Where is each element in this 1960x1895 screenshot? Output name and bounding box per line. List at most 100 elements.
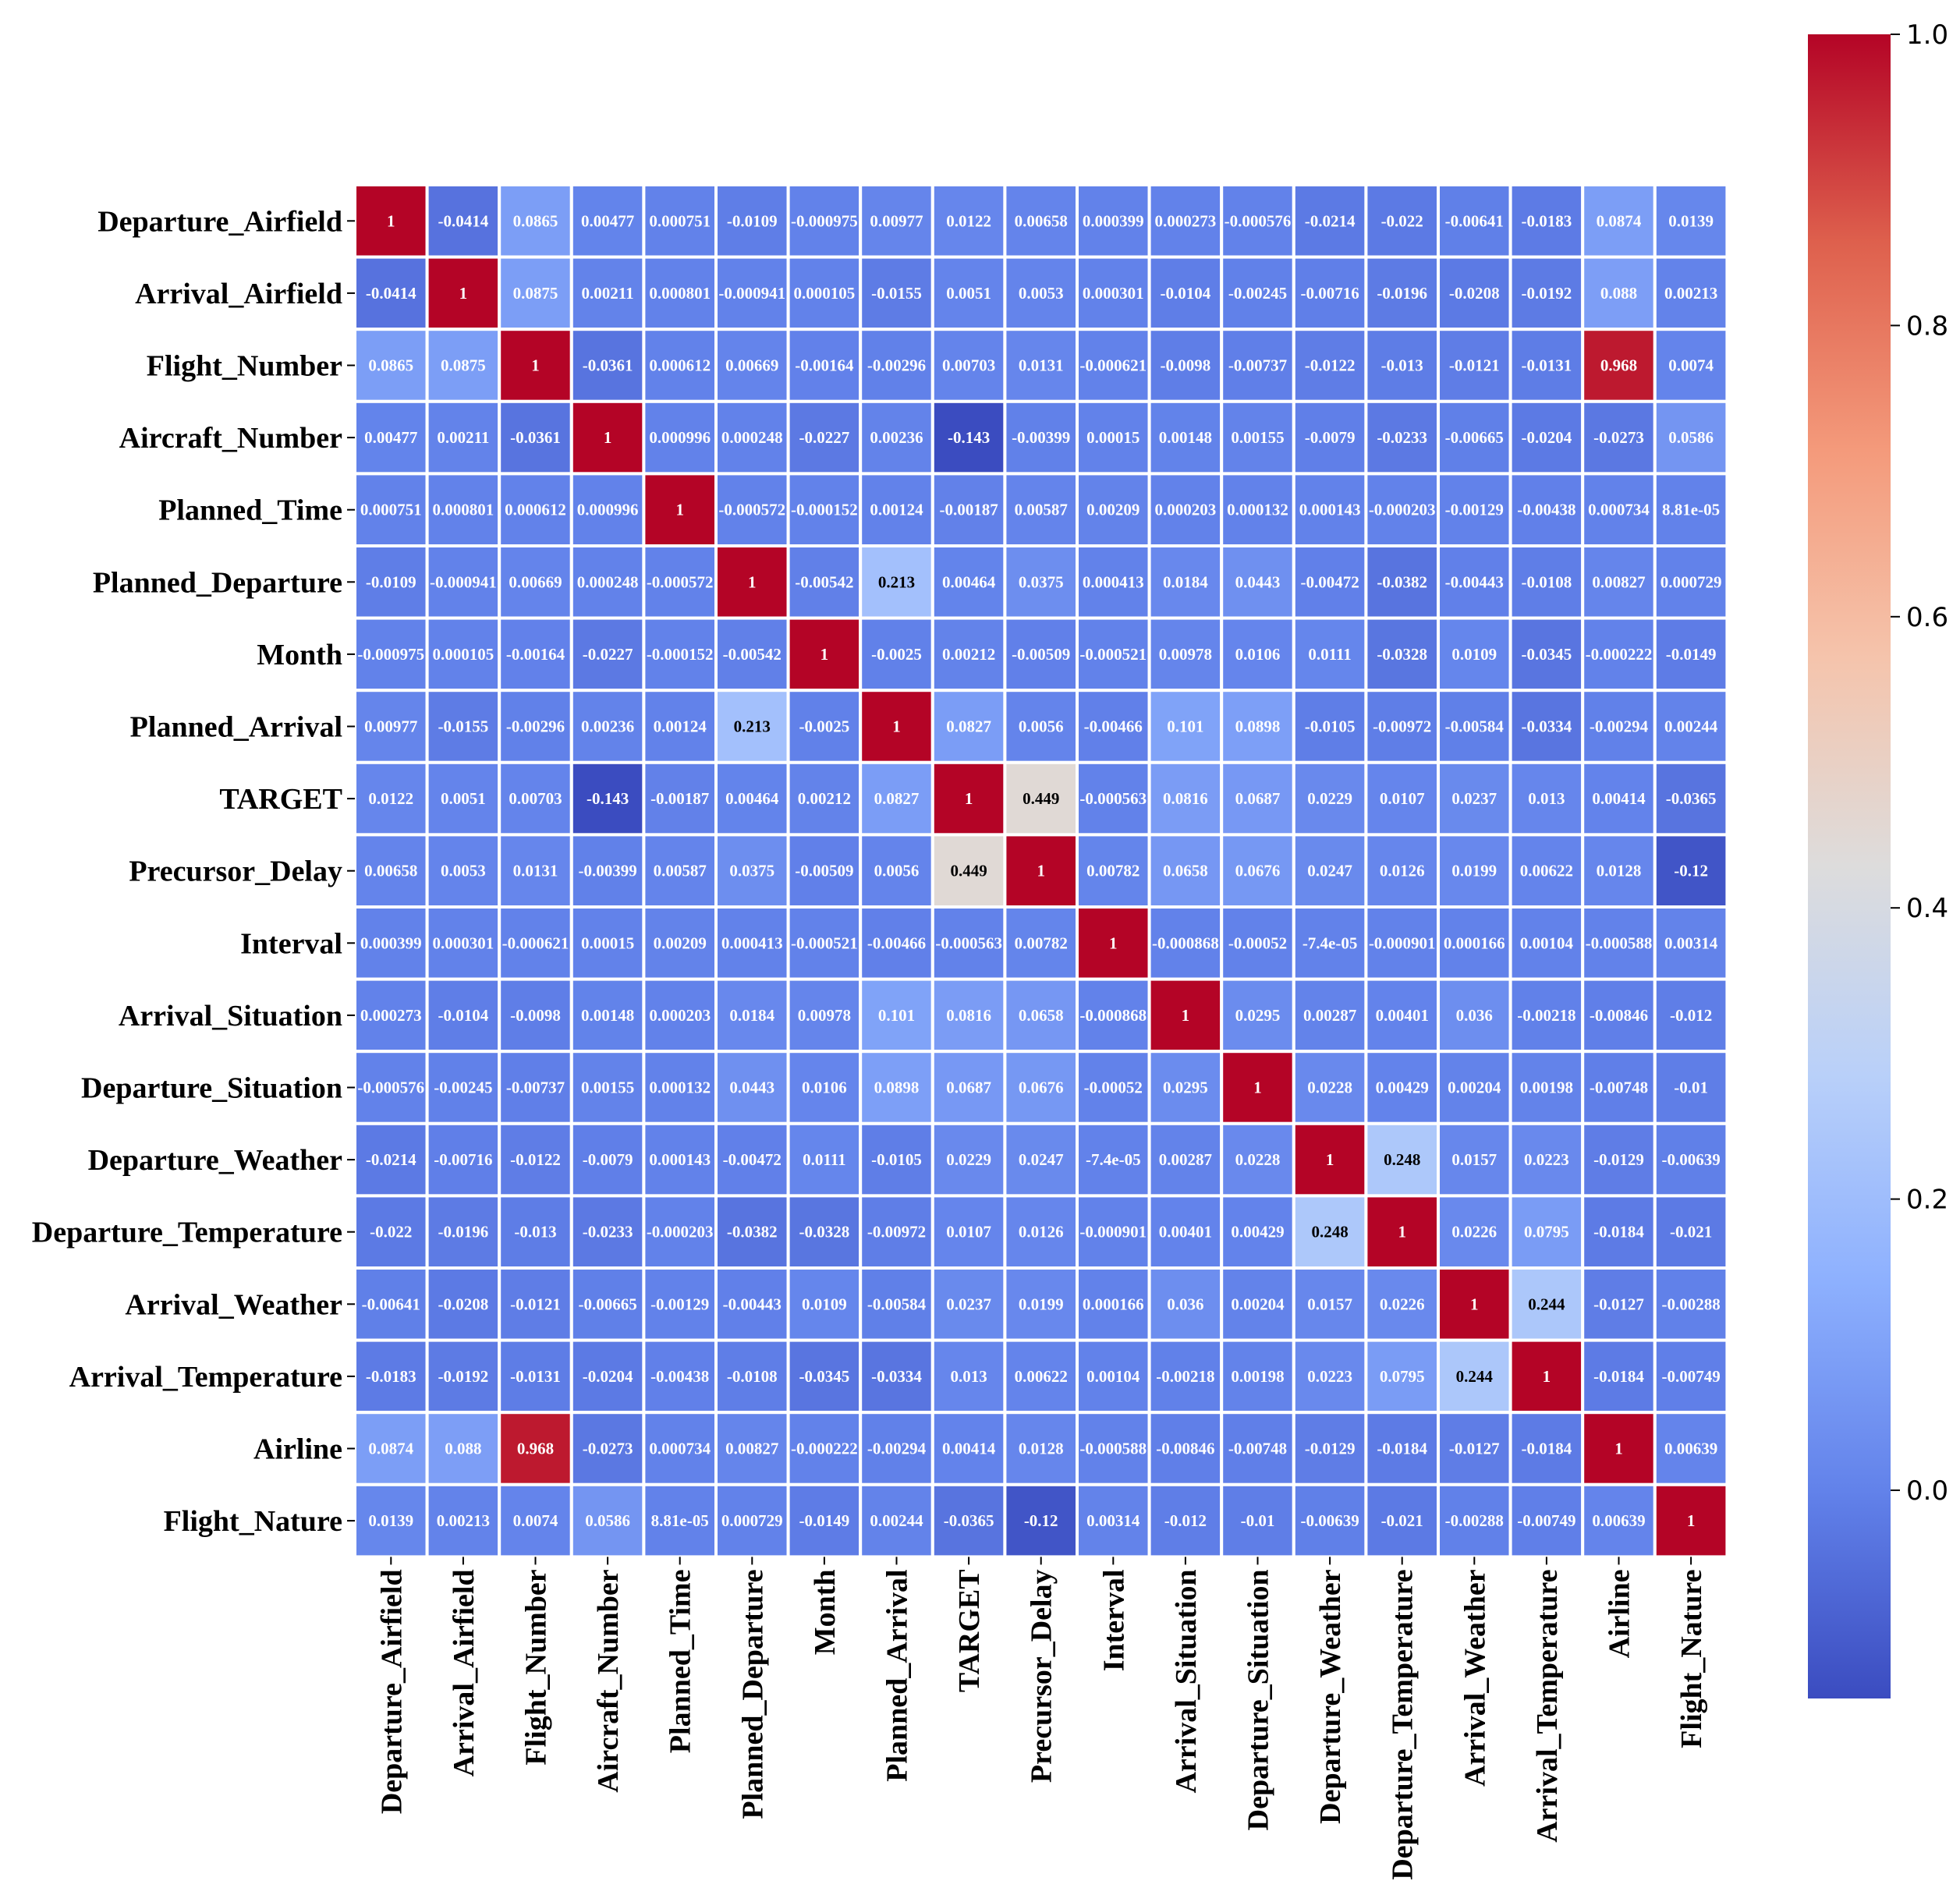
cell-value-label: 1: [459, 284, 468, 303]
heatmap-cell: [1437, 689, 1512, 764]
cell-value-label: -0.0184: [1593, 1367, 1644, 1386]
row-label: Departure_Situation: [81, 1072, 342, 1105]
heatmap-cell: [786, 399, 863, 476]
cell-value-label: 0.101: [878, 1006, 915, 1025]
cell-value-label: 1: [1398, 1223, 1406, 1241]
cell-value-label: -0.00296: [506, 717, 565, 736]
cell-value-label: 0.0074: [513, 1511, 558, 1530]
heatmap-cell: [1292, 1121, 1368, 1198]
cell-value-label: -0.0365: [944, 1511, 994, 1530]
cell-value-label: 0.00236: [581, 717, 634, 736]
column-label: Departure_Temperature: [1387, 1569, 1419, 1879]
cell-value-label: 0.00209: [654, 933, 707, 952]
row-label: Precursor_Delay: [129, 855, 342, 888]
cell-value-label: 0.0229: [1307, 789, 1352, 808]
heatmap-cell: [498, 760, 573, 837]
heatmap-cell: [353, 905, 429, 981]
cell-value-label: -0.00509: [795, 862, 853, 880]
cell-value-label: -0.00438: [650, 1367, 709, 1386]
cell-value-label: -0.0129: [1305, 1440, 1356, 1458]
heatmap-cell: [569, 1121, 646, 1198]
cell-value-label: -0.000588: [1586, 933, 1653, 952]
cell-value-label: 0.000413: [1083, 572, 1144, 591]
heatmap-cell: [1147, 616, 1224, 692]
heatmap-cell: [1147, 1266, 1224, 1342]
heatmap-cell: [1653, 1338, 1729, 1415]
cell-value-label: -0.00187: [939, 501, 998, 519]
heatmap-cell: [1076, 472, 1151, 548]
cell-value-label: 0.0184: [729, 1006, 774, 1025]
heatmap-cell: [425, 977, 502, 1054]
heatmap-cell: [859, 183, 934, 259]
cell-value-label: -0.0345: [1522, 645, 1572, 664]
cell-value-label: 0.000273: [360, 1006, 422, 1025]
colorbar-ticks: 0.0 0.2 0.4 0.6 0.8 1.0: [1891, 19, 1948, 1507]
cell-value-label: -0.0233: [583, 1223, 633, 1241]
cell-value-label: 0.0237: [1451, 789, 1497, 808]
cell-value-label: -0.000222: [1586, 645, 1653, 664]
cell-value-label: 0.00827: [1592, 572, 1645, 591]
cell-value-label: -0.0414: [438, 211, 489, 230]
cell-value-label: 0.00977: [870, 211, 923, 230]
heatmap-cell: [1581, 255, 1657, 331]
cell-value-label: 0.00124: [654, 717, 707, 736]
cell-value-label: 0.0139: [368, 1511, 413, 1530]
cell-value-label: 0.0128: [1597, 862, 1642, 880]
cell-value-label: -0.00129: [1445, 501, 1504, 519]
cell-value-label: 0.0375: [1019, 572, 1064, 591]
cell-value-label: -0.021: [1670, 1223, 1712, 1241]
heatmap-cell: [569, 255, 646, 331]
column-label: Planned_Arrival: [881, 1569, 914, 1781]
colorbar-tick-label: 0.0: [1906, 1475, 1948, 1507]
row-labels: Departure_Airfield Arrival_Airfield Flight…: [32, 205, 355, 1538]
cell-value-label: -0.0122: [510, 1150, 561, 1169]
column-label: Airline: [1604, 1569, 1636, 1658]
heatmap-cell: [353, 616, 429, 692]
heatmap-cell: [1437, 760, 1512, 837]
cell-value-label: 0.00209: [1086, 501, 1139, 519]
heatmap-cell: [786, 544, 863, 620]
heatmap-cell: [1581, 1050, 1657, 1125]
cell-value-label: 0.0126: [1019, 1223, 1064, 1241]
cell-value-label: 0.0056: [1019, 717, 1064, 736]
cell-value-label: 0.00211: [582, 284, 634, 303]
cell-value-label: -0.143: [587, 789, 629, 808]
cell-value-label: -0.00472: [723, 1150, 782, 1169]
cell-value-label: 0.00669: [509, 572, 562, 591]
cell-value-label: 1: [604, 428, 612, 447]
cell-value-label: 0.00639: [1592, 1511, 1645, 1530]
cell-value-label: 0.0795: [1524, 1223, 1569, 1241]
column-label: Flight_Number: [520, 1569, 553, 1765]
heatmap-cell: [930, 689, 1007, 764]
heatmap-cell: [859, 616, 934, 692]
cell-value-label: -0.000563: [935, 933, 1002, 952]
cell-value-label: -0.00639: [1661, 1150, 1720, 1169]
cell-value-label: 1: [1037, 862, 1045, 880]
cell-value-label: 0.0131: [513, 862, 558, 880]
cell-value-label: -0.000975: [357, 645, 424, 664]
heatmap-cell: [569, 1050, 646, 1125]
heatmap-cell: [1076, 833, 1151, 909]
heatmap-cell: [1364, 472, 1441, 548]
heatmap-cell: [930, 905, 1007, 981]
cell-value-label: 1: [1253, 1079, 1262, 1097]
cell-value-label: 0.0586: [585, 1511, 630, 1530]
heatmap-cell: [786, 1050, 863, 1125]
cell-value-label: -0.0204: [1522, 428, 1572, 447]
cell-value-label: 0.00669: [725, 356, 778, 375]
cell-value-label: -0.12: [1024, 1511, 1058, 1530]
cell-value-label: -0.00164: [506, 645, 565, 664]
heatmap-cell: [498, 1411, 573, 1486]
colorbar-tick-label: 0.4: [1906, 893, 1948, 924]
cell-value-label: -0.0196: [438, 1223, 489, 1241]
cell-value-label: -0.00641: [1445, 211, 1504, 230]
cell-value-label: 0.088: [1600, 284, 1637, 303]
cell-value-label: -0.00716: [434, 1150, 492, 1169]
cell-value-label: 0.000166: [1444, 933, 1505, 952]
heatmap-cell: [1292, 183, 1368, 259]
cell-value-label: -0.0214: [1305, 211, 1356, 230]
cell-value-label: 0.000301: [433, 933, 494, 952]
cell-value-label: 1: [531, 356, 540, 375]
column-label: Flight_Nature: [1675, 1569, 1708, 1748]
heatmap-cell: [1364, 1482, 1441, 1559]
